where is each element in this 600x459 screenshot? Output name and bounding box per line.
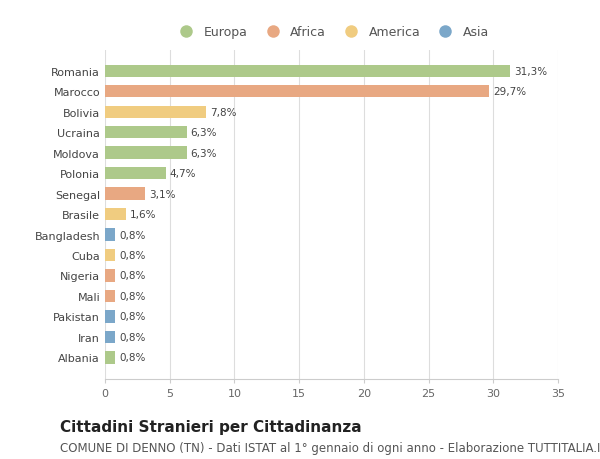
- Bar: [105, 331, 115, 343]
- Legend: Europa, Africa, America, Asia: Europa, Africa, America, Asia: [172, 24, 491, 42]
- Text: 0,8%: 0,8%: [119, 291, 146, 301]
- Bar: [105, 86, 490, 98]
- Text: Cittadini Stranieri per Cittadinanza: Cittadini Stranieri per Cittadinanza: [60, 419, 362, 434]
- Text: 3,1%: 3,1%: [149, 189, 176, 199]
- Bar: [105, 188, 145, 200]
- Bar: [105, 147, 187, 159]
- Bar: [105, 208, 126, 221]
- Text: 0,8%: 0,8%: [119, 230, 146, 240]
- Text: 1,6%: 1,6%: [130, 210, 156, 219]
- Bar: [105, 127, 187, 139]
- Bar: [105, 290, 115, 302]
- Text: 4,7%: 4,7%: [170, 169, 196, 179]
- Text: 6,3%: 6,3%: [190, 128, 217, 138]
- Text: 6,3%: 6,3%: [190, 148, 217, 158]
- Bar: [105, 249, 115, 262]
- Bar: [105, 106, 206, 118]
- Text: 7,8%: 7,8%: [210, 107, 236, 118]
- Bar: [105, 65, 510, 78]
- Text: 0,8%: 0,8%: [119, 312, 146, 322]
- Text: 0,8%: 0,8%: [119, 251, 146, 260]
- Text: 29,7%: 29,7%: [493, 87, 526, 97]
- Text: 0,8%: 0,8%: [119, 271, 146, 281]
- Bar: [105, 270, 115, 282]
- Bar: [105, 229, 115, 241]
- Text: COMUNE DI DENNO (TN) - Dati ISTAT al 1° gennaio di ogni anno - Elaborazione TUTT: COMUNE DI DENNO (TN) - Dati ISTAT al 1° …: [60, 442, 600, 454]
- Text: 0,8%: 0,8%: [119, 332, 146, 342]
- Text: 31,3%: 31,3%: [514, 67, 547, 77]
- Bar: [105, 168, 166, 180]
- Text: 0,8%: 0,8%: [119, 353, 146, 363]
- Bar: [105, 311, 115, 323]
- Bar: [105, 352, 115, 364]
